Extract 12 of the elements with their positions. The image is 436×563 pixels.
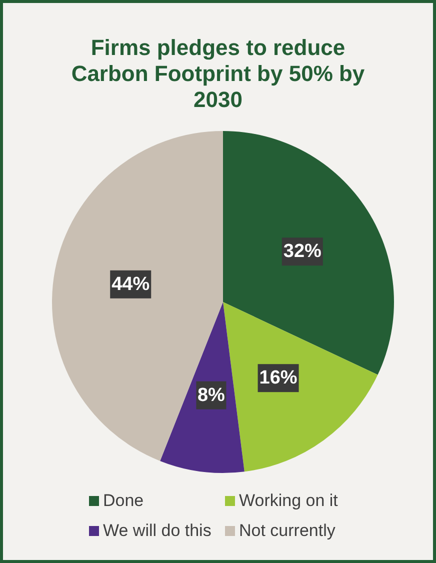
pie-slice <box>160 302 244 473</box>
legend-label: Done <box>103 491 144 511</box>
legend-label: Not currently <box>239 521 336 541</box>
pie-slice <box>52 131 223 461</box>
legend-label: Working on it <box>239 491 338 511</box>
legend-label: We will do this <box>103 521 212 541</box>
chart-title: Firms pledges to reduce Carbon Footprint by 50% by 2030 <box>70 35 366 113</box>
data-label: 16% <box>259 368 298 389</box>
pie-slice <box>223 302 378 472</box>
data-label: 32% <box>283 241 322 262</box>
data-label: 8% <box>197 384 226 406</box>
data-label: 44% <box>112 274 150 295</box>
